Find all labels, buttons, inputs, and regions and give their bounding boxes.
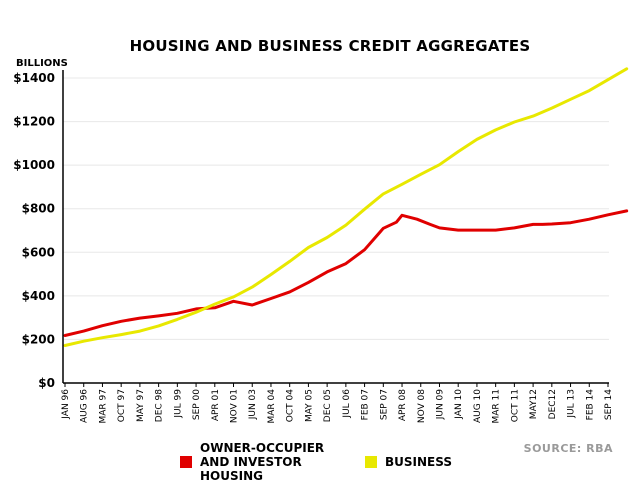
x-tick-label: NOV 08 (417, 389, 427, 423)
x-tick-label: MAY 05 (304, 389, 314, 422)
x-tick-label: MAY 97 (136, 389, 146, 422)
x-tick-label: JUL 99 (173, 389, 183, 419)
x-tick-label: MAR 11 (492, 389, 502, 424)
legend-swatch-housing (180, 456, 192, 468)
legend-label-housing-line-3: HOUSING (200, 469, 263, 483)
x-tick-label: DEC 05 (323, 389, 333, 422)
y-tick-label: $1200 (13, 115, 55, 129)
x-tick-label: APR 08 (398, 389, 408, 421)
x-tick-label: SEP 07 (379, 389, 389, 420)
y-tick-label: $800 (22, 202, 55, 216)
y-tick-label: $1000 (13, 158, 55, 172)
x-tick-label: AUG 10 (473, 389, 483, 423)
series-line-housing (63, 209, 629, 337)
x-tick-label: MAY12 (529, 389, 539, 419)
x-tick-label: JAN 96 (61, 389, 71, 420)
y-tick-label: $200 (22, 332, 55, 346)
x-tick-label: FEB 07 (361, 389, 371, 420)
x-tick-label: JUN 09 (435, 389, 445, 421)
x-tick-label: SEP 14 (604, 389, 614, 420)
x-axis-ticks: JAN 96 AUG 96 MAR 97 OCT 97 MAY 97 DEC 98 JUL … (61, 383, 614, 424)
x-tick-label: JUN 03 (248, 389, 258, 420)
legend-swatch-business (365, 456, 377, 468)
x-tick-label: OCT 97 (117, 389, 127, 422)
series-lines (63, 67, 629, 347)
gridlines (63, 77, 609, 340)
x-tick-label: JUL 13 (567, 389, 577, 419)
x-tick-label: JUL 06 (342, 389, 352, 419)
x-tick-label: SEP 00 (192, 389, 202, 420)
chart-title: HOUSING AND BUSINESS CREDIT AGGREGATES (130, 37, 531, 55)
y-axis-unit-label: BILLIONS (16, 58, 68, 69)
x-tick-label: DEC12 (548, 389, 558, 419)
legend: OWNER-OCCUPIER AND INVESTOR HOUSING BUSI… (180, 441, 452, 483)
x-tick-label: NOV 01 (230, 389, 240, 423)
legend-label-housing-line-1: OWNER-OCCUPIER (200, 441, 324, 455)
y-tick-label: $400 (22, 289, 55, 303)
legend-label-housing: OWNER-OCCUPIER AND INVESTOR HOUSING (200, 441, 328, 483)
legend-label-business: BUSINESS (385, 455, 452, 469)
x-tick-label: AUG 96 (80, 389, 90, 423)
y-axis-ticks: $0 $200 $400 $600 $800 $1000 $1200 $1400 (13, 71, 55, 390)
y-tick-label: $600 (22, 245, 55, 259)
x-tick-label: OCT 11 (510, 389, 520, 422)
x-tick-label: OCT 04 (286, 389, 296, 422)
y-tick-label: $1400 (13, 71, 55, 85)
x-tick-label: MAR 04 (267, 389, 277, 424)
x-tick-label: FEB 14 (585, 389, 595, 421)
source-note: SOURCE: RBA (524, 442, 613, 455)
legend-label-housing-line-2: AND INVESTOR (200, 455, 302, 469)
x-tick-label: MAR 97 (98, 389, 108, 424)
x-tick-label: JAN 10 (454, 389, 464, 420)
x-tick-label: APR 01 (211, 389, 221, 421)
x-tick-label: DEC 98 (155, 389, 165, 422)
series-line-business (63, 67, 629, 347)
y-tick-label: $0 (38, 376, 55, 390)
